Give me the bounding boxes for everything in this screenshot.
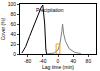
svg-text:Precipitation: Precipitation xyxy=(36,7,64,13)
svg-text:0: 0 xyxy=(13,51,16,57)
svg-text:Cover (%): Cover (%) xyxy=(0,17,6,40)
svg-text:100: 100 xyxy=(8,1,17,7)
svg-text:20: 20 xyxy=(10,41,16,47)
svg-text:60: 60 xyxy=(10,21,16,27)
svg-text:-40: -40 xyxy=(39,58,46,64)
svg-text:80: 80 xyxy=(10,11,16,17)
svg-text:40: 40 xyxy=(10,31,16,37)
svg-text:-80: -80 xyxy=(24,58,31,64)
svg-text:80: 80 xyxy=(86,58,92,64)
svg-text:40: 40 xyxy=(70,58,76,64)
svg-text:Lag time (min): Lag time (min) xyxy=(42,64,74,70)
svg-text:0: 0 xyxy=(57,58,60,64)
